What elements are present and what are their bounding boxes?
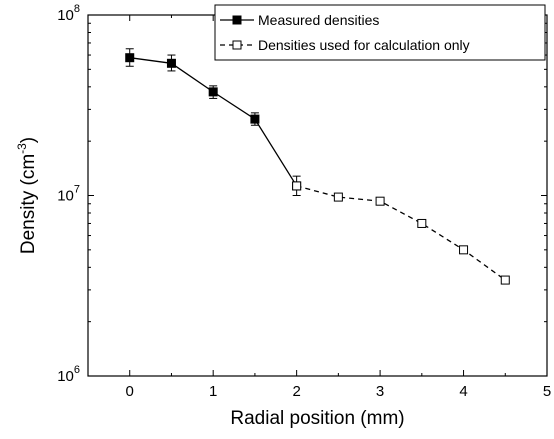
data-point-measured — [166, 58, 176, 68]
series-line-0 — [129, 57, 298, 187]
data-point-calculation — [333, 192, 343, 202]
x-tick-label: 5 — [543, 383, 551, 400]
x-tick-label: 1 — [209, 383, 217, 400]
y-axis-label-main: Density (cm — [18, 154, 39, 254]
data-point-calculation — [417, 218, 427, 228]
data-point-calculation — [459, 245, 469, 255]
x-tick-label: 3 — [376, 383, 384, 400]
legend-label-measured: Measured densities — [258, 12, 379, 28]
x-tick-label: 2 — [292, 383, 300, 400]
y-tick-label-exponent: 8 — [74, 3, 80, 15]
y-tick-label-base: 10 — [57, 368, 74, 385]
data-series — [125, 48, 510, 285]
y-axis-label-exponent: -3 — [15, 143, 29, 154]
y-tick-label-base: 10 — [57, 7, 74, 24]
x-axis-label: Radial position (mm) — [230, 408, 404, 429]
y-tick-label-exponent: 7 — [74, 184, 80, 196]
data-point-measured — [208, 87, 218, 97]
y-tick-label: 108 — [57, 3, 80, 24]
x-tick-label: 0 — [126, 383, 134, 400]
legend-label-calculation: Densities used for calculation only — [258, 37, 470, 53]
plot-frame — [87, 14, 548, 377]
y-tick-label: 107 — [57, 184, 80, 205]
y-tick-label: 106 — [57, 364, 80, 385]
y-tick-label-exponent: 6 — [74, 364, 80, 376]
data-point-measured — [250, 114, 260, 124]
data-point-calculation — [500, 275, 510, 285]
data-point-calculation — [375, 196, 385, 206]
data-point-calculation — [292, 181, 302, 191]
y-axis-label-close: ) — [18, 137, 39, 143]
legend-marker-measured — [232, 15, 242, 25]
y-tick-label-base: 10 — [57, 188, 74, 205]
series-line-1 — [296, 185, 506, 281]
x-tick-label: 4 — [459, 383, 467, 400]
y-axis-label: Density (cm-3) — [15, 137, 39, 254]
legend-marker-calculation — [232, 40, 242, 50]
data-point-measured — [125, 53, 135, 63]
legend-box — [214, 4, 546, 61]
legend: Measured densities Densities used for ca… — [214, 4, 546, 61]
